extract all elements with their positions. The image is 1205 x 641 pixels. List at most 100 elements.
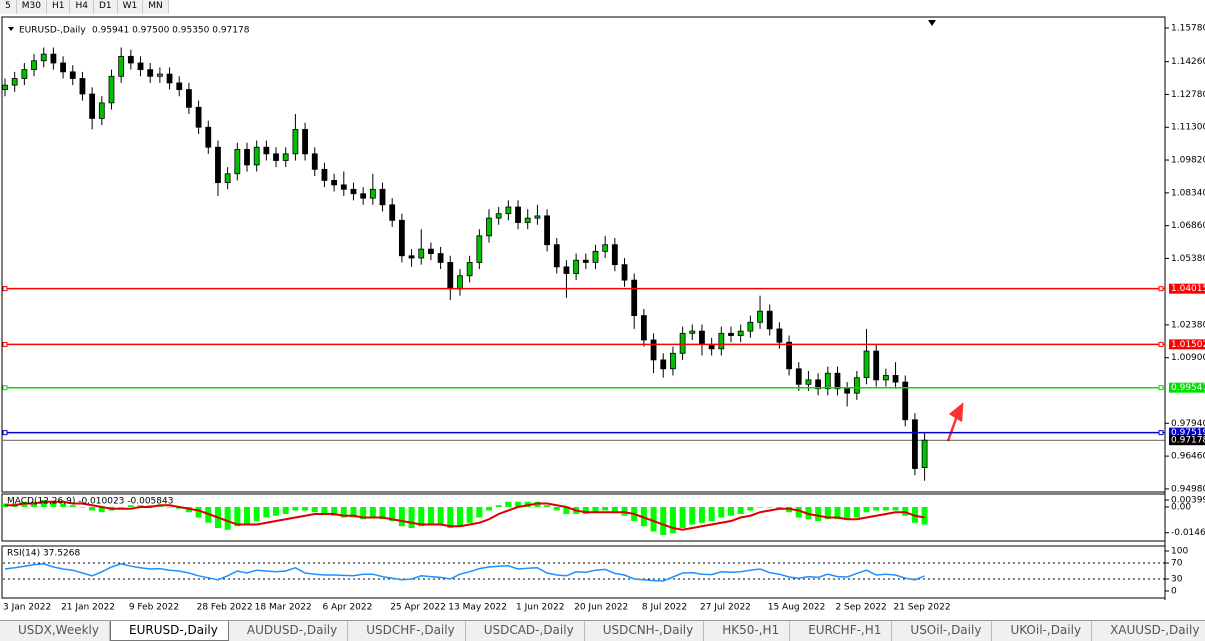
symbol-tab[interactable]: HK50-,H1 — [704, 621, 791, 641]
candle-body — [553, 244, 560, 268]
candle-body — [69, 71, 76, 79]
candle-body — [573, 259, 580, 274]
macd-bar — [273, 506, 280, 516]
macd-bar — [447, 506, 454, 529]
level-anchor — [2, 430, 8, 436]
x-tick-label: 3 Jan 2022 — [3, 603, 51, 613]
candle-body — [195, 106, 202, 128]
macd-bar — [873, 506, 880, 511]
symbol-tab[interactable]: USDX,Weekly — [0, 621, 110, 641]
candle-body — [273, 153, 279, 161]
macd-bar — [544, 505, 551, 507]
candle-body — [699, 330, 705, 345]
candle-body — [544, 215, 550, 246]
macd-bar — [815, 506, 822, 522]
candle-body — [805, 379, 812, 385]
level-label: 0.99547 — [1171, 383, 1205, 393]
candle-body — [176, 82, 183, 90]
macd-bar — [379, 506, 386, 520]
y-tick-label: 1.08340 — [1171, 188, 1205, 198]
y-tick-label: 100 — [1171, 547, 1188, 557]
rsi-line — [4, 563, 925, 582]
macd-bar — [79, 506, 86, 508]
timeframe-button[interactable]: H1 — [47, 0, 71, 14]
candle-body — [447, 262, 454, 290]
candle-body — [737, 330, 744, 336]
candle-body — [302, 129, 308, 155]
macd-bar — [766, 506, 773, 508]
candle-body — [2, 84, 8, 90]
macd-bar — [195, 506, 202, 518]
macd-bar — [456, 506, 463, 527]
macd-bar — [360, 506, 367, 520]
candle-body — [515, 206, 521, 223]
candle-body — [631, 279, 638, 317]
candle-body — [186, 89, 192, 108]
candle-body — [205, 126, 212, 148]
x-tick-label: 15 Aug 2022 — [768, 603, 826, 613]
current-price-label: 0.97178 — [1171, 436, 1205, 446]
candle-body — [224, 173, 231, 184]
symbol-tab[interactable]: USDCAD-,Daily — [466, 621, 585, 641]
x-tick-label: 28 Feb 2022 — [197, 603, 253, 613]
level-anchor — [2, 286, 8, 292]
macd-bar — [757, 506, 764, 508]
timeframe-button[interactable]: MN — [143, 0, 169, 14]
candle-body — [108, 75, 115, 104]
symbol-tab[interactable]: USDCNH-,Daily — [585, 621, 705, 641]
x-tick-label: 13 May 2022 — [448, 603, 507, 613]
candle-body — [340, 184, 347, 190]
candle-body — [166, 73, 173, 84]
macd-bar — [834, 506, 841, 520]
candle-body — [660, 359, 667, 370]
candle-body — [882, 375, 889, 381]
macd-frame — [1, 493, 1166, 542]
candle-body — [292, 129, 299, 155]
chart-title: EURUSD-,Daily — [19, 26, 86, 36]
y-tick-label: 30 — [1171, 575, 1183, 585]
timeframe-button[interactable]: W1 — [118, 0, 144, 14]
symbol-tab[interactable]: EURUSD-,Daily — [110, 621, 229, 641]
candle-body — [437, 253, 444, 263]
candle-body — [844, 388, 851, 394]
symbol-tab[interactable]: AUDUSD-,Daily — [229, 621, 349, 641]
y-tick-label: 1.02380 — [1171, 320, 1205, 330]
symbol-tab[interactable]: EURCHF-,H1 — [790, 621, 893, 641]
macd-bar — [263, 506, 270, 518]
timeframe-button[interactable]: D1 — [94, 0, 118, 14]
candle-body — [457, 275, 463, 290]
macd-bar — [118, 506, 125, 508]
timeframe-button[interactable]: 5 — [0, 0, 17, 14]
candle-body — [592, 250, 599, 263]
candle-body — [137, 62, 144, 71]
macd-bar — [679, 506, 686, 529]
macd-bar — [515, 501, 522, 507]
symbol-tab[interactable]: USDCHF-,Daily — [348, 621, 466, 641]
timeframe-button[interactable]: M30 — [17, 0, 47, 14]
symbol-tab[interactable]: USOil-,Daily — [892, 621, 993, 641]
candle-body — [398, 219, 405, 257]
candle-body — [60, 62, 66, 73]
candle-body — [408, 255, 415, 259]
candle-body — [379, 188, 386, 206]
arrow-annotation — [946, 402, 964, 442]
y-tick-label: 1.06860 — [1171, 221, 1205, 231]
symbol-tab[interactable]: UKOil-,Daily — [992, 621, 1093, 641]
timeframe-button[interactable]: H4 — [70, 0, 94, 14]
candle-body — [505, 206, 512, 215]
macd-bar — [389, 506, 396, 522]
symbol-tab[interactable]: XAUUSD-,Daily — [1092, 621, 1205, 641]
macd-bar — [689, 506, 696, 525]
macd-bar — [166, 506, 173, 508]
macd-bar — [253, 506, 260, 522]
candle-body — [795, 368, 802, 385]
candle-body — [321, 168, 328, 181]
y-tick-label: 0.94980 — [1171, 484, 1205, 494]
x-tick-label: 9 Feb 2022 — [129, 603, 179, 613]
candle-body — [902, 381, 909, 421]
candle-body — [79, 78, 86, 95]
candle-body — [369, 188, 376, 199]
macd-bar — [292, 506, 299, 511]
macd-bar — [369, 506, 376, 518]
y-tick-label: 1.00900 — [1171, 353, 1205, 363]
